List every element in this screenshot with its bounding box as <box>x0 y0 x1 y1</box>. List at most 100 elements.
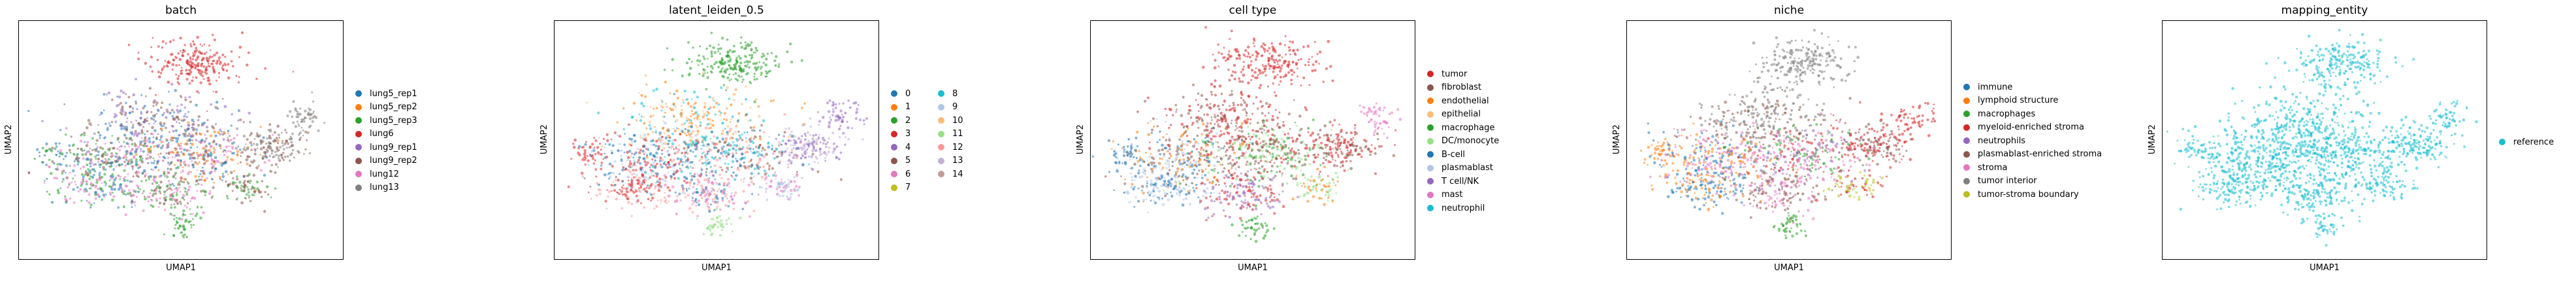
scatter-point <box>1289 158 1293 161</box>
scatter-point <box>135 132 139 135</box>
scatter-point <box>688 58 691 61</box>
scatter-point <box>774 174 778 177</box>
scatter-point <box>735 152 737 154</box>
scatter-point <box>74 181 76 183</box>
scatter-point <box>1185 177 1189 181</box>
scatter-point <box>770 179 773 182</box>
scatter-point <box>187 121 190 124</box>
scatter-point <box>1305 143 1308 147</box>
scatter-point <box>1167 172 1170 175</box>
scatter-point <box>828 146 831 149</box>
scatter-point <box>200 178 203 181</box>
scatter-point <box>716 220 719 223</box>
scatter-point <box>715 207 718 211</box>
scatter-point <box>633 153 636 155</box>
scatter-point <box>581 158 585 162</box>
scatter-point <box>757 105 760 108</box>
scatter-point <box>1228 154 1231 158</box>
scatter-point <box>212 150 216 154</box>
scatter-point <box>93 173 95 177</box>
scatter-point <box>692 186 695 188</box>
scatter-point <box>706 202 709 205</box>
scatter-point <box>196 35 200 39</box>
scatter-point <box>166 189 168 192</box>
scatter-point <box>1281 154 1285 158</box>
scatter-point <box>1246 45 1250 49</box>
scatter-point <box>125 158 128 162</box>
scatter-point <box>643 96 647 99</box>
scatter-point <box>1242 61 1245 63</box>
scatter-point <box>766 52 769 55</box>
scatter-point <box>113 178 116 182</box>
scatter-point <box>1305 147 1309 150</box>
scatter-point <box>212 178 214 181</box>
scatter-point <box>649 176 652 179</box>
scatter-point <box>225 194 229 198</box>
scatter-point <box>596 182 599 185</box>
scatter-point <box>201 169 204 173</box>
scatter-point <box>1210 116 1213 118</box>
scatter-point <box>1238 141 1241 144</box>
scatter-point <box>218 59 220 61</box>
scatter-point <box>283 156 287 158</box>
scatter-point <box>700 156 703 158</box>
scatter-point <box>1282 140 1286 143</box>
scatter-point <box>212 126 216 130</box>
scatter-point <box>1332 139 1335 142</box>
scatter-point <box>683 90 686 93</box>
scatter-point <box>1280 143 1282 146</box>
scatter-point <box>1284 75 1287 78</box>
scatter-point <box>108 185 110 188</box>
scatter-point <box>127 43 131 46</box>
scatter-point <box>80 181 84 185</box>
scatter-point <box>237 119 240 122</box>
scatter-point <box>726 51 729 54</box>
scatter-point <box>252 173 256 177</box>
scatter-point <box>780 189 782 192</box>
scatter-point <box>698 115 700 117</box>
scatter-point <box>1289 151 1293 154</box>
legend-marker <box>355 144 362 151</box>
scatter-point <box>669 107 672 110</box>
scatter-point <box>688 207 692 210</box>
scatter-point <box>822 142 825 145</box>
scatter-point <box>809 125 813 128</box>
scatter-point <box>184 113 187 115</box>
scatter-point <box>656 162 658 166</box>
scatter-point <box>1292 139 1295 142</box>
scatter-point <box>117 188 121 191</box>
scatter-point <box>593 137 596 139</box>
scatter-point <box>153 190 155 192</box>
scatter-point <box>1187 158 1191 161</box>
scatter-point <box>1230 122 1232 124</box>
scatter-point <box>1150 120 1152 122</box>
scatter-point <box>1260 44 1263 48</box>
scatter-point <box>681 105 683 107</box>
scatter-point <box>567 185 570 188</box>
scatter-point <box>180 119 183 122</box>
scatter-point <box>264 190 266 194</box>
scatter-point <box>711 131 714 133</box>
scatter-point <box>191 58 195 61</box>
scatter-point <box>175 167 178 169</box>
scatter-point <box>702 68 705 71</box>
scatter-point <box>1232 70 1234 73</box>
scatter-point <box>728 217 730 220</box>
scatter-point <box>295 111 298 113</box>
scatter-point <box>706 228 708 230</box>
scatter-point <box>738 134 741 137</box>
scatter-point <box>1247 66 1251 69</box>
scatter-point <box>622 128 625 131</box>
scatter-point <box>668 129 670 132</box>
scatter-point <box>686 194 690 197</box>
scatter-point <box>720 111 722 115</box>
scatter-point <box>776 185 779 187</box>
scatter-point <box>177 183 180 186</box>
scatter-point <box>1357 154 1359 156</box>
scatter-point <box>306 131 310 135</box>
scatter-point <box>590 150 594 153</box>
scatter-point <box>117 137 120 140</box>
scatter-point <box>1244 108 1246 111</box>
scatter-point <box>69 171 71 174</box>
scatter-point <box>781 179 783 181</box>
